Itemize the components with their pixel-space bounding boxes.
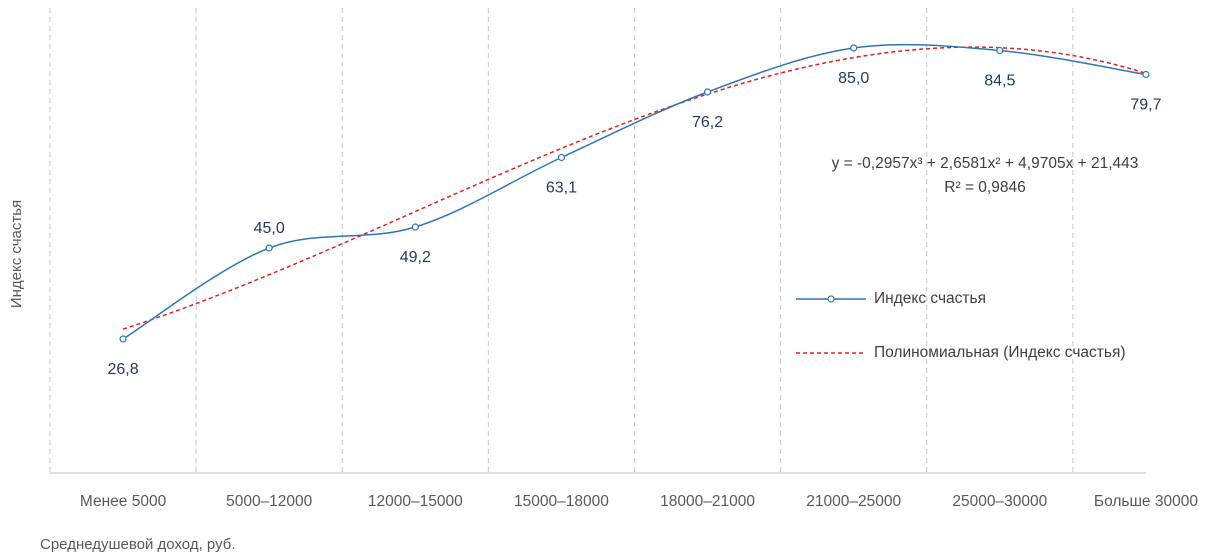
data-label: 26,8 xyxy=(107,361,138,378)
legend-item-happiness-index: Индекс счастья xyxy=(796,286,1126,312)
data-point xyxy=(119,335,127,343)
x-tick-label: 15000–18000 xyxy=(514,493,609,510)
x-tick-label: 5000–12000 xyxy=(226,493,313,510)
legend: Индекс счастья Полиномиальная (Индекс сч… xyxy=(796,286,1126,394)
data-label: 49,2 xyxy=(400,249,431,266)
x-tick-label: Менее 5000 xyxy=(80,493,167,510)
legend-line-marker-icon xyxy=(796,295,866,303)
x-tick-labels: Менее 5000 5000–12000 12000–15000 15000–180… xyxy=(80,493,1198,510)
data-label: 63,1 xyxy=(546,180,577,197)
data-label: 45,0 xyxy=(254,220,285,237)
x-tick-label: 21000–25000 xyxy=(806,493,901,510)
trendline-equation: y = -0,2957x³ + 2,6581x² + 4,9705x + 21,… xyxy=(760,152,1210,200)
r-squared-text: R² = 0,9846 xyxy=(944,179,1026,196)
series-line-happiness-index xyxy=(122,43,1147,340)
equation-text: y = -0,2957x³ + 2,6581x² + 4,9705x + 21,… xyxy=(831,155,1139,172)
x-axis-label: Среднедушевой доход, руб. xyxy=(40,536,236,553)
data-point xyxy=(996,46,1004,55)
grid-lines xyxy=(49,8,1074,473)
x-tick-label: 12000–15000 xyxy=(368,493,463,510)
data-label: 76,2 xyxy=(692,114,723,131)
legend-label: Полиномиальная (Индекс счастья) xyxy=(874,344,1126,361)
data-label: 79,7 xyxy=(1130,97,1161,114)
legend-label: Индекс счастья xyxy=(874,290,986,307)
data-point xyxy=(411,223,419,231)
data-points xyxy=(119,44,1150,343)
data-labels: 26,8 45,0 49,2 63,1 76,2 85,0 84,5 79,7 xyxy=(107,70,1161,378)
data-point xyxy=(703,88,712,96)
data-point xyxy=(265,244,273,252)
legend-dashed-line-icon xyxy=(796,352,866,354)
data-point xyxy=(850,44,858,52)
data-label: 84,5 xyxy=(984,73,1015,90)
polynomial-trendline xyxy=(122,46,1147,330)
x-tick-label: Больше 30000 xyxy=(1094,493,1198,510)
x-tick-label: 18000–21000 xyxy=(660,493,755,510)
data-point xyxy=(557,153,566,162)
legend-item-polynomial-trend: Полиномиальная (Индекс счастья) xyxy=(796,340,1126,366)
data-label: 85,0 xyxy=(838,70,869,87)
data-point xyxy=(1142,70,1150,79)
x-tick-label: 25000–30000 xyxy=(952,493,1047,510)
